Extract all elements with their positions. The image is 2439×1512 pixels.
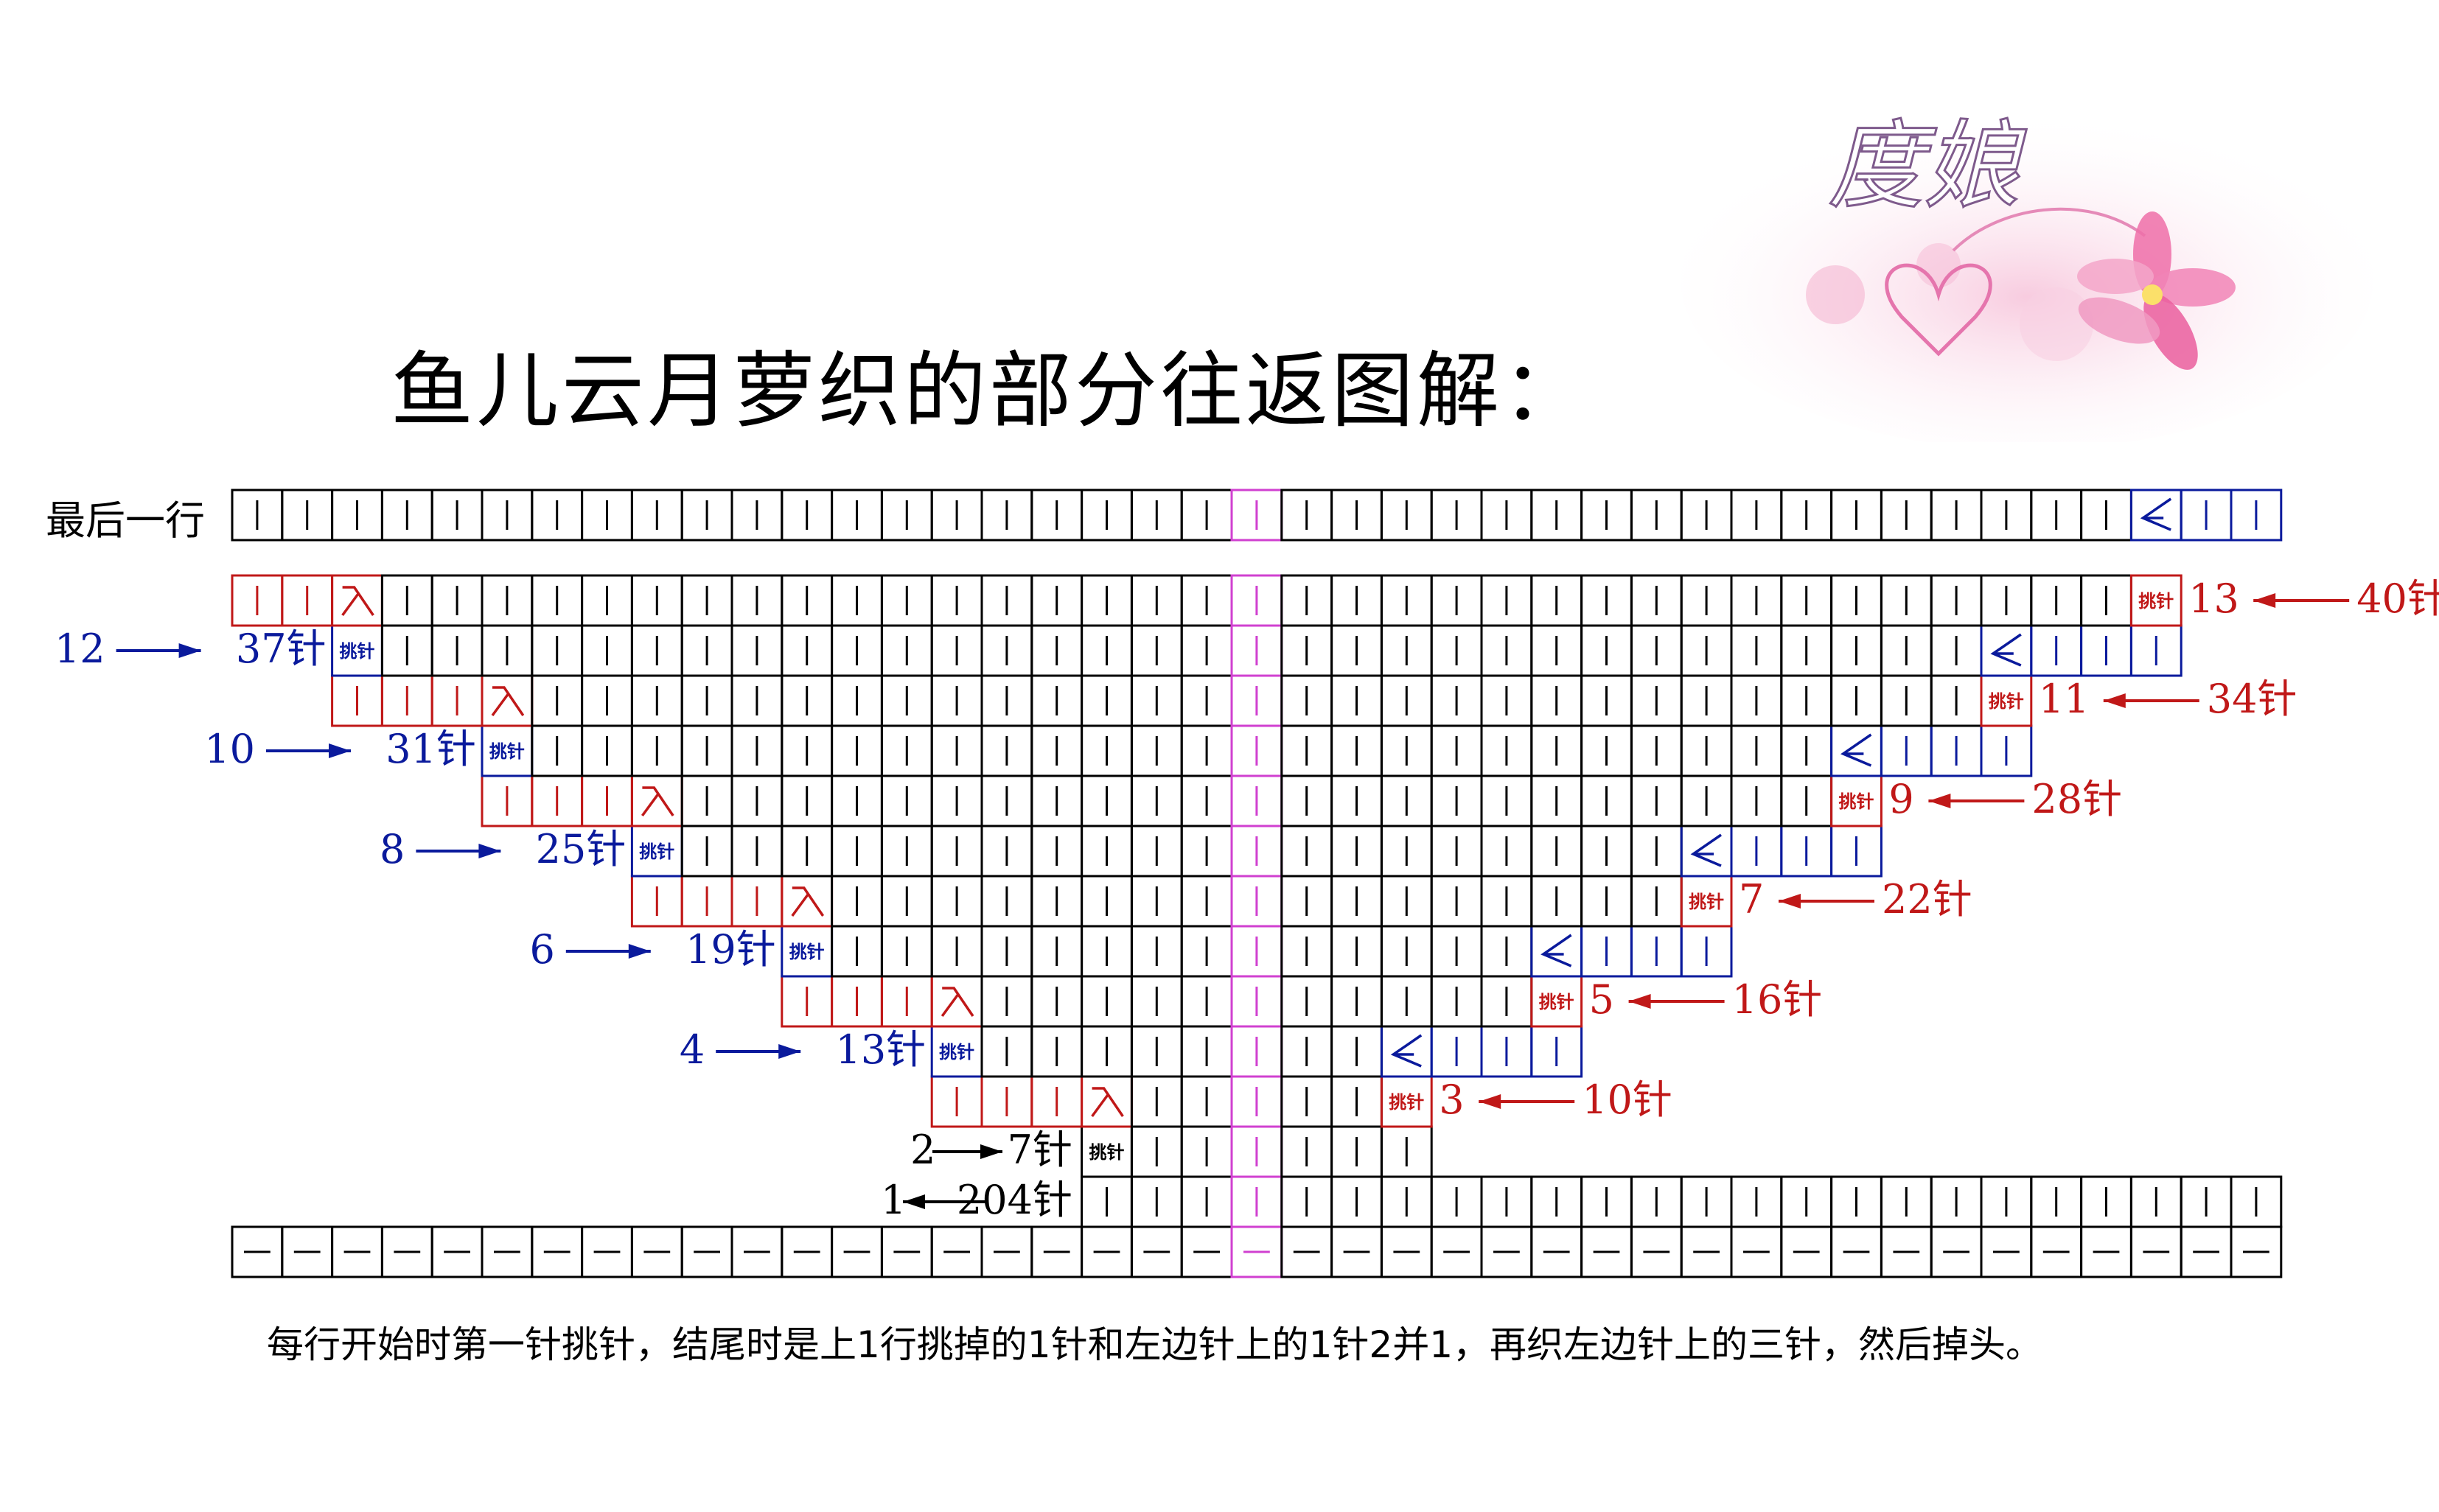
pickup-label: 挑针 [639,841,674,862]
decrease-stitch [2140,497,2172,531]
row-label-number: 5 [1589,976,1614,1023]
row-label-number: 7 [1739,876,1764,923]
blue-cell [1530,925,1583,978]
decrease-stitch [791,886,825,917]
pickup-label: 挑针 [1839,791,1874,812]
pickup-label: 挑针 [1989,691,2024,712]
row-label-stitches: 40针 [2356,575,2439,622]
red-cell [630,774,683,827]
decrease-stitch [1990,633,2022,667]
row-label-number: 3 [1439,1077,1464,1123]
row-label-stitches: 16针 [1732,976,1823,1023]
red-cell [331,574,383,627]
row-label-number: 8 [380,826,405,872]
logo-watermark: 度娘 [1673,74,2381,449]
red-cell [930,975,983,1028]
blue-cell [1680,825,1733,878]
red-cell [481,674,534,727]
arrow-head [628,944,651,959]
pickup-label: 挑针 [340,641,375,662]
blue-cell [1830,724,1883,777]
red-cell [1081,1075,1133,1128]
arrow-head [903,1194,925,1209]
last-row-cell [2230,489,2283,542]
arrow-head [1779,894,1801,909]
row-label-stitches: 22针 [1882,876,1972,923]
row-label-number: 6 [529,926,554,973]
page-title: 鱼儿云月萝织的部分往返图解： [391,343,1588,439]
arrow-head [1479,1094,1501,1109]
row-label-number: 2 [910,1127,935,1173]
row-label-number: 1 [881,1177,906,1223]
grid-cell [2230,1175,2283,1228]
pickup-label: 挑针 [489,741,525,762]
row-label-number: 12 [55,626,105,672]
arrow-head [980,1144,1002,1159]
decrease-stitch [641,786,674,817]
decrease-stitch [941,987,974,1018]
row-label-stitches: 28针 [2031,776,2122,822]
arrow-head [178,643,201,658]
arrow-head [329,743,351,758]
red-cell [781,875,834,928]
decrease-stitch [341,586,374,617]
row-label-number: 13 [2188,575,2239,622]
last-row-label: 最后一行 [46,497,205,544]
blue-cell [1380,1025,1433,1078]
row-label-number: 9 [1888,776,1913,822]
logo-text: 度娘 [1828,110,2027,222]
row-label-stitches: 37针 [236,626,327,672]
pickup-label: 挑针 [1539,992,1574,1012]
row-label-stitches: 25针 [536,826,627,872]
instruction-note: 每行开始时第一针挑针，结尾时是上1行挑掉的1针和左边针上的1针2并1，再织左边针… [267,1323,2043,1366]
row-label-number: 10 [204,726,255,772]
arrow-head [1628,994,1651,1009]
row-label-stitches: 31针 [385,726,476,772]
pickup-label: 挑针 [789,942,825,962]
arrow-head [778,1044,801,1059]
row-label-number: 11 [2039,676,2090,722]
pickup-label: 挑针 [1689,892,1724,912]
decrease-stitch [1091,1087,1124,1118]
row-label-stitches: 7针 [1008,1127,1072,1173]
pickup-cell [2129,574,2182,627]
pickup-label: 挑针 [1389,1092,1424,1113]
decrease-stitch [1690,833,1722,867]
blue-cell [1980,624,2033,677]
row-label-stitches: 10针 [1582,1077,1672,1123]
decrease-stitch [1840,733,1872,767]
pickup-label: 挑针 [939,1042,974,1063]
arrow-head [478,844,501,858]
row-label-stitches: 204针 [957,1177,1072,1223]
pickup-label: 挑针 [2138,591,2174,612]
last-row-cell [2129,489,2182,542]
decrease-stitch [1390,1034,1423,1068]
pickup-label: 挑针 [1089,1142,1125,1163]
row-label-stitches: 13针 [835,1026,926,1073]
row-label-stitches: 34针 [2207,676,2297,722]
decrease-stitch [491,686,525,717]
arrow-head [2253,593,2276,608]
row-label-stitches: 19针 [685,926,776,973]
row-label-number: 4 [680,1026,705,1073]
arrow-head [1928,794,1951,808]
decrease-stitch [1540,934,1572,967]
arrow-head [2103,693,2126,708]
